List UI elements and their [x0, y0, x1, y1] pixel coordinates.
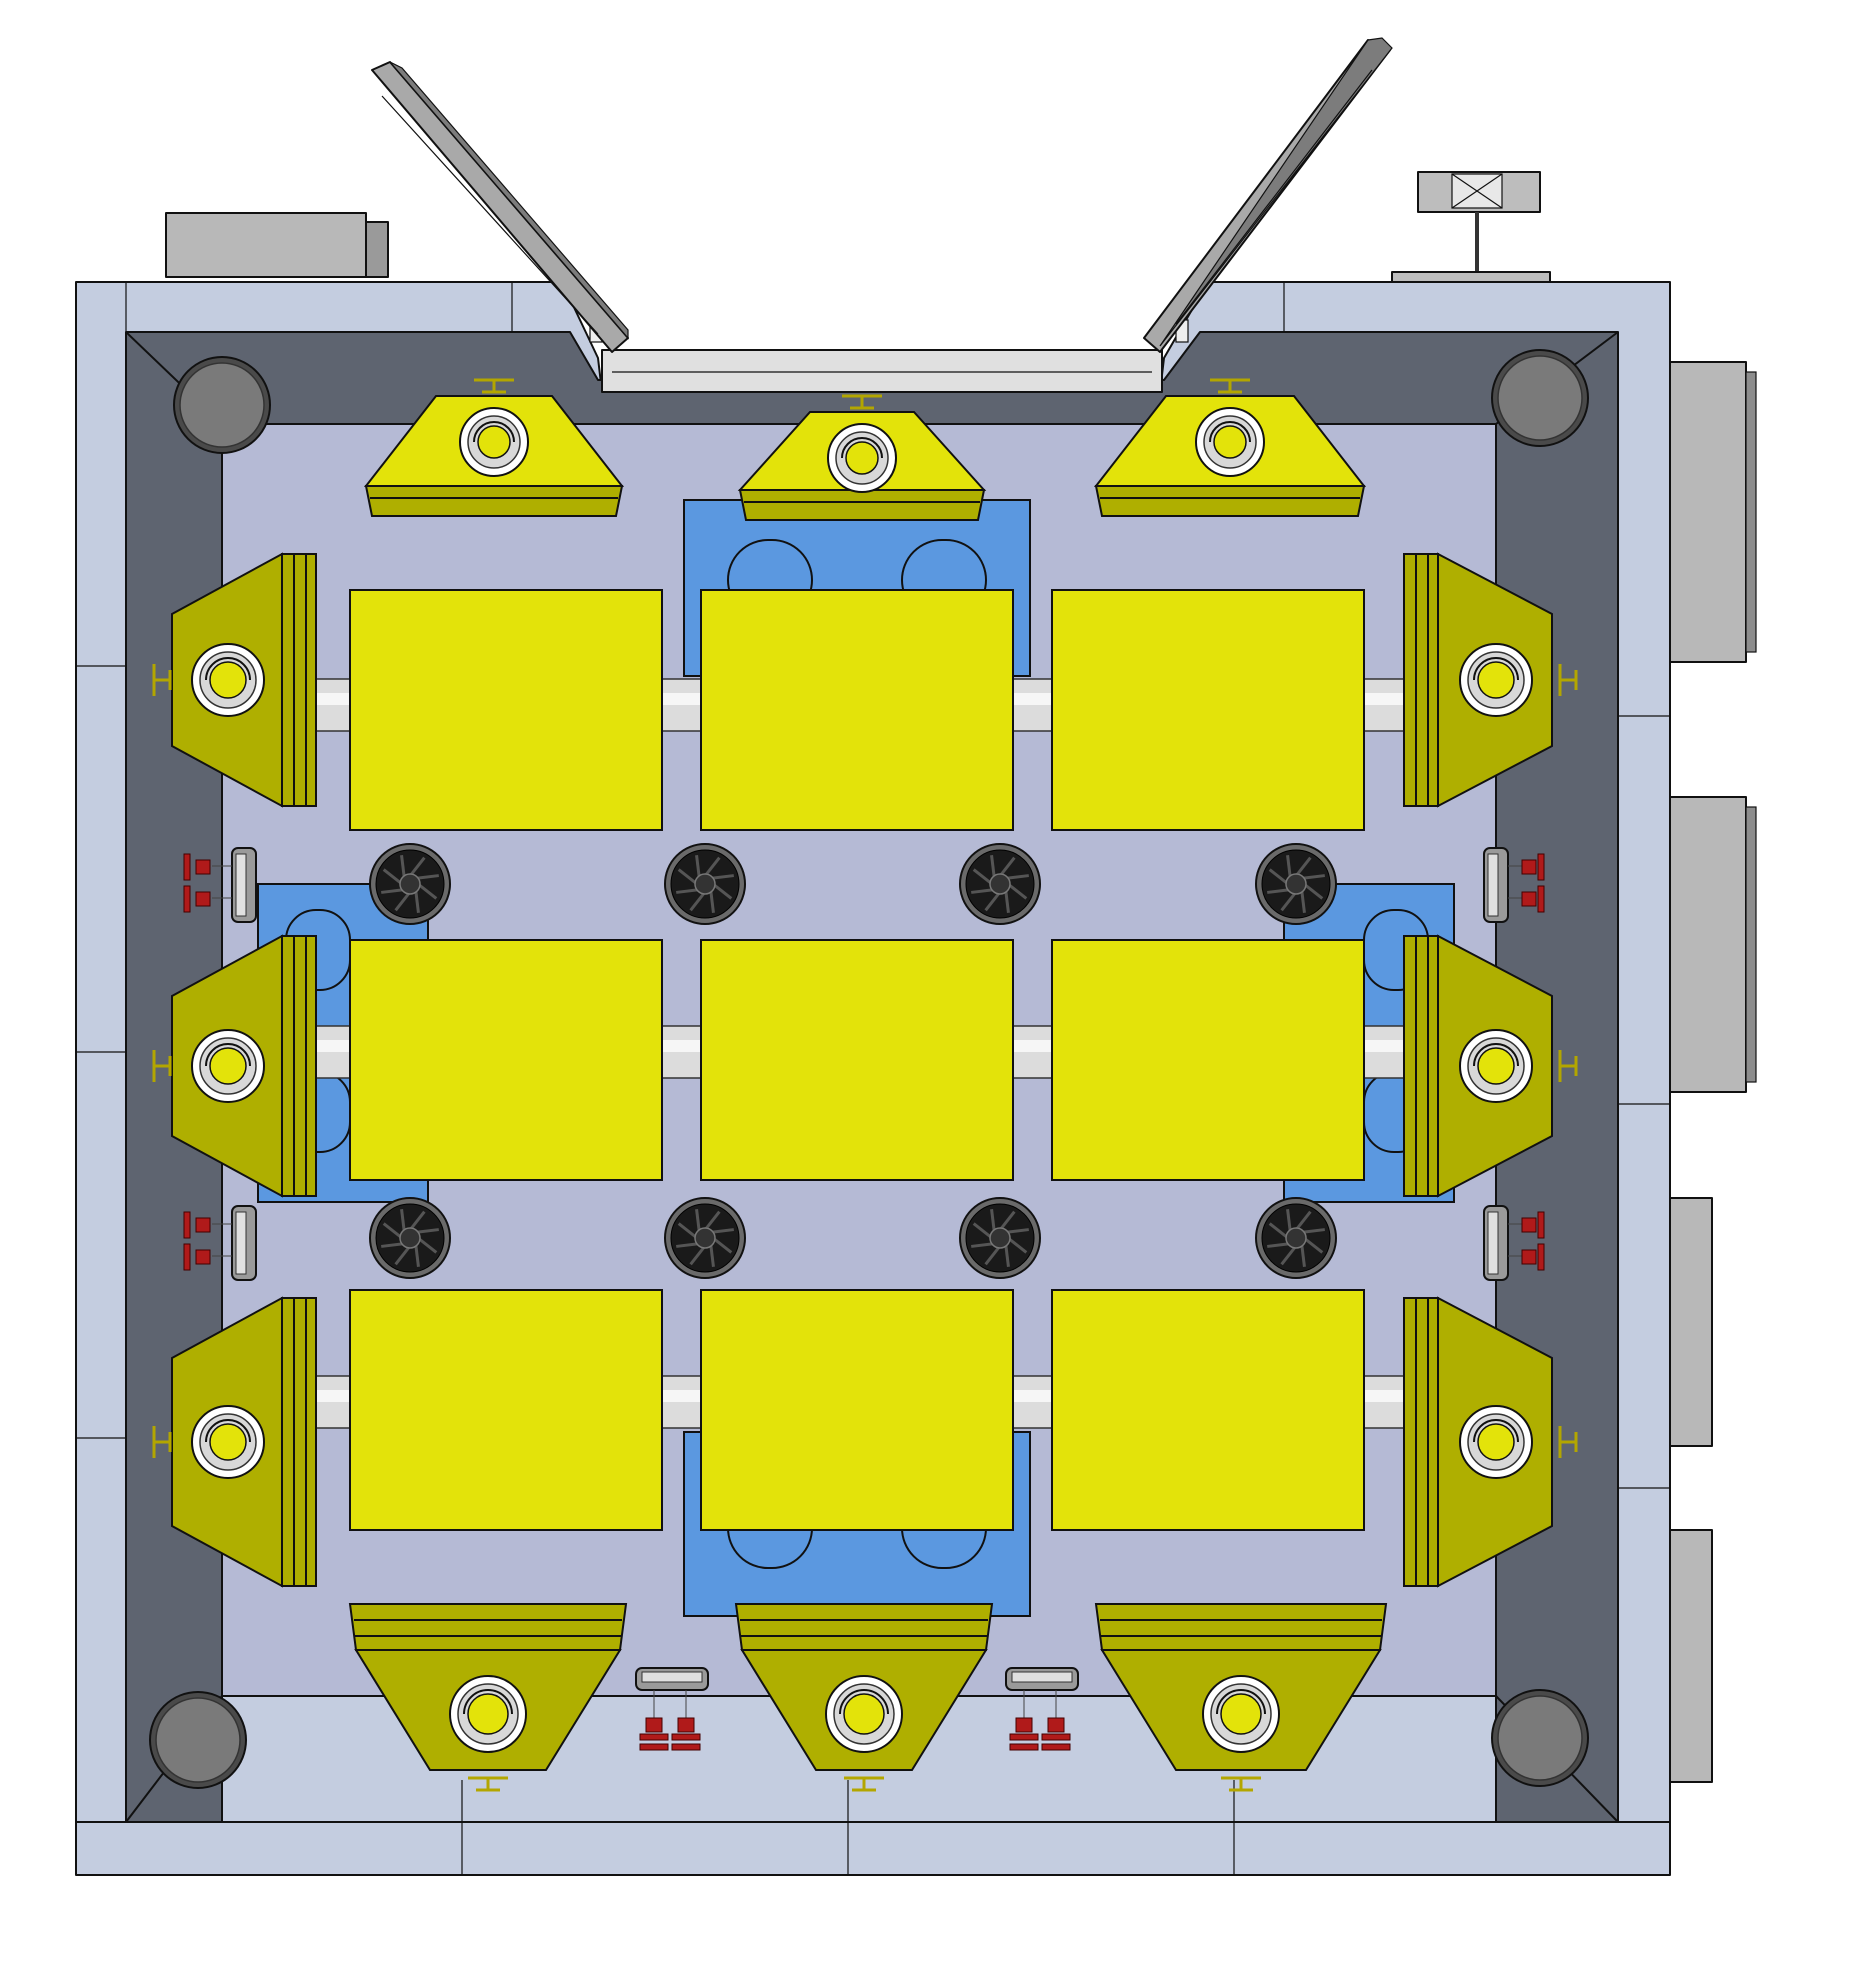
cabinet-2	[1665, 796, 1747, 1093]
valve-cluster-left-2	[183, 1205, 257, 1281]
fan-7	[959, 1197, 1041, 1279]
top-opening	[589, 319, 1189, 393]
hood-10	[1403, 552, 1578, 808]
fans	[369, 843, 1337, 1279]
fan-1	[369, 843, 451, 925]
enclosure-unit-6	[1051, 939, 1365, 1181]
hood-12	[1403, 1296, 1578, 1588]
enclosure-unit-3	[1051, 589, 1365, 831]
fan-8	[1255, 1197, 1337, 1279]
hood-9	[152, 1296, 317, 1588]
cabinet-4	[1665, 1529, 1713, 1783]
valve-cluster-right-1	[1483, 847, 1545, 923]
hood-1	[363, 378, 625, 517]
corner-columns	[149, 349, 1589, 1789]
side-hoods	[152, 378, 1578, 1792]
enclosure-unit-8	[700, 1289, 1014, 1531]
hood-2	[737, 394, 987, 521]
enclosure-unit-5	[700, 939, 1014, 1181]
valve-cluster-right-2	[1483, 1205, 1545, 1281]
sign-post	[1391, 171, 1551, 283]
hood-6	[1094, 1603, 1388, 1792]
hood-11	[1403, 934, 1578, 1198]
fan-4	[1255, 843, 1337, 925]
corner-column-4	[1491, 1689, 1589, 1787]
fan-2	[664, 843, 746, 925]
hood-7	[152, 552, 317, 808]
hatch-door-left	[371, 61, 629, 353]
valve-cluster-left-1	[183, 847, 257, 923]
enclosure-unit-1	[349, 589, 663, 831]
corner-column-2	[1491, 349, 1589, 447]
enclosure-unit-4	[349, 939, 663, 1181]
top-left-equipment-box	[165, 212, 389, 278]
fan-6	[664, 1197, 746, 1279]
valve-clusters	[183, 847, 1545, 1751]
enclosure-unit-9	[1051, 1289, 1365, 1531]
enclosure-unit-7	[349, 1289, 663, 1531]
hood-4	[348, 1603, 628, 1792]
valve-cluster-bottom-1	[635, 1667, 709, 1751]
corner-column-1	[173, 356, 271, 454]
fan-5	[369, 1197, 451, 1279]
enclosure-unit-2	[700, 589, 1014, 831]
cabinet-1	[1665, 361, 1747, 663]
hood-3	[1093, 378, 1367, 517]
right-cabinets	[1665, 361, 1757, 1783]
hood-5	[734, 1603, 994, 1792]
fan-3	[959, 843, 1041, 925]
cabinet-3	[1665, 1197, 1713, 1447]
hatch-door-right	[1143, 37, 1393, 353]
enclosure-units	[349, 589, 1365, 1531]
valve-cluster-bottom-2	[1005, 1667, 1079, 1751]
corner-column-3	[149, 1691, 247, 1789]
hood-8	[152, 934, 317, 1198]
